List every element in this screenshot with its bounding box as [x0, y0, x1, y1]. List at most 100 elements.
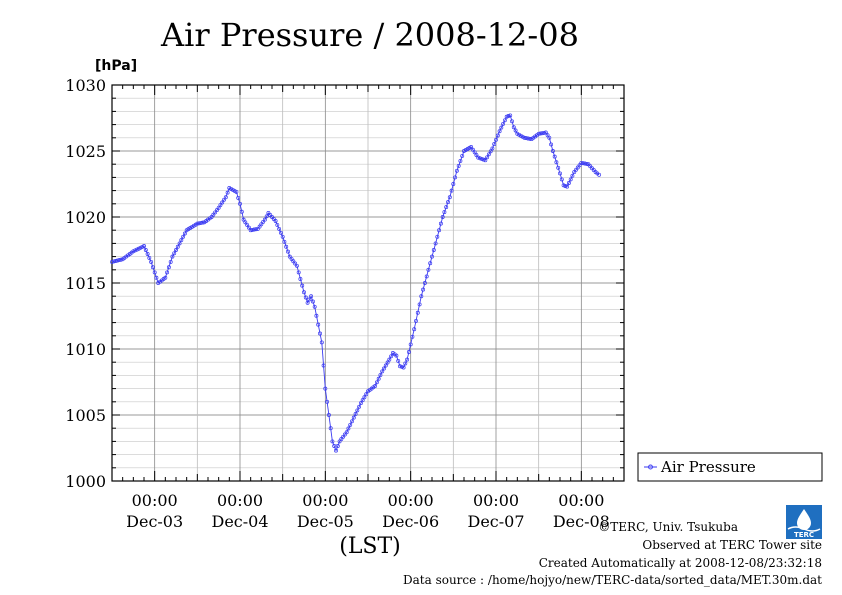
data-point-marker: [147, 255, 152, 260]
data-point-marker: [318, 331, 322, 336]
data-point-marker: [246, 225, 251, 230]
data-point-marker: [275, 222, 280, 227]
data-point-marker: [394, 353, 399, 358]
data-point-marker: [422, 281, 427, 285]
data-point-marker: [424, 274, 429, 279]
data-point-marker: [524, 136, 529, 141]
data-point-marker: [174, 248, 178, 252]
data-point-marker: [303, 295, 308, 300]
x-tick-date-label: Dec-08: [553, 512, 610, 531]
data-point-marker: [111, 259, 116, 264]
data-point-marker: [198, 220, 203, 225]
data-point-marker: [403, 361, 408, 366]
data-point-marker: [195, 221, 200, 226]
y-tick-label: 1030: [65, 76, 106, 95]
data-point-marker: [558, 171, 562, 176]
data-point-marker: [440, 215, 445, 219]
data-point-marker: [298, 277, 303, 281]
data-point-marker: [314, 313, 319, 318]
data-point-marker: [262, 217, 267, 222]
data-point-marker: [172, 251, 177, 256]
data-point-marker: [581, 161, 586, 166]
data-point-marker: [280, 234, 285, 239]
data-point-marker: [566, 181, 571, 185]
data-point-marker: [312, 304, 317, 309]
data-point-marker: [451, 182, 456, 186]
data-point-marker: [584, 161, 589, 166]
data-point-marker: [426, 267, 431, 272]
data-point-marker: [133, 248, 138, 253]
data-point-marker: [149, 259, 154, 264]
legend: Air Pressure: [637, 452, 823, 482]
observed-site-text: Observed at TERC Tower site: [642, 538, 822, 552]
x-tick-date-label: Dec-07: [467, 512, 524, 531]
x-tick-date-label: Dec-06: [382, 512, 439, 531]
data-point-marker: [115, 258, 120, 263]
terc-logo: TERC: [786, 505, 822, 539]
data-point-marker: [182, 231, 187, 236]
data-point-marker: [460, 153, 465, 158]
data-point-marker: [175, 244, 180, 249]
data-point-marker: [335, 444, 340, 448]
logo-text: TERC: [794, 531, 814, 539]
data-point-marker: [383, 363, 388, 368]
copyright-text: ©TERC, Univ. Tsukuba: [598, 520, 738, 534]
data-point-marker: [488, 149, 493, 154]
data-point-marker: [438, 221, 443, 226]
data-point-marker: [380, 369, 385, 374]
data-point-marker: [364, 392, 369, 397]
y-axis-ticks: 1000 1005 1010 1015 1020 1025 1030: [65, 76, 624, 491]
data-point-marker: [542, 130, 546, 135]
data-point-marker: [346, 426, 351, 431]
data-point-marker: [259, 222, 264, 227]
data-point-marker: [486, 152, 491, 157]
x-tick-time-label: 00:00: [388, 491, 434, 510]
data-point-marker: [110, 259, 114, 264]
y-axis-unit-label: [hPa]: [95, 58, 137, 74]
data-point-marker: [453, 175, 458, 180]
chart-title: Air Pressure / 2008-12-08: [160, 16, 579, 54]
data-point-marker: [417, 302, 422, 307]
data-point-marker: [316, 322, 321, 327]
data-point-marker: [446, 200, 450, 205]
data-point-marker: [319, 340, 324, 345]
data-point-marker: [307, 297, 312, 302]
series-air-pressure: [110, 113, 602, 453]
y-tick-label: 1010: [65, 340, 106, 359]
data-point-marker: [568, 177, 573, 182]
y-tick-label: 1020: [65, 208, 106, 227]
data-point-marker: [410, 334, 415, 339]
data-point-marker: [334, 448, 338, 453]
data-point-marker: [362, 395, 367, 400]
data-point-marker: [470, 147, 475, 152]
data-point-marker: [143, 248, 148, 252]
data-point-marker: [351, 415, 356, 420]
data-point-marker: [552, 154, 557, 159]
data-point-marker: [398, 364, 402, 369]
data-point-marker: [145, 252, 150, 256]
data-point-marker: [245, 222, 250, 227]
x-tick-time-label: 00:00: [302, 491, 348, 510]
data-point-marker: [556, 165, 561, 170]
data-point-marker: [597, 172, 602, 177]
data-point-marker: [113, 259, 118, 263]
data-point-marker: [234, 189, 239, 194]
data-point-marker: [360, 398, 365, 403]
data-point-marker: [428, 261, 433, 266]
data-point-marker: [225, 190, 230, 195]
data-point-marker: [399, 364, 404, 369]
data-point-marker: [309, 294, 314, 299]
data-point-marker: [481, 157, 486, 162]
data-point-marker: [252, 227, 257, 232]
data-point-marker: [406, 350, 411, 354]
data-point-marker: [415, 310, 420, 315]
data-point-marker: [483, 158, 488, 163]
data-point-marker: [382, 366, 386, 371]
data-point-marker: [150, 265, 155, 270]
data-point-marker: [286, 249, 290, 254]
data-point-marker: [554, 160, 559, 165]
data-point-marker: [373, 384, 378, 388]
data-point-marker: [142, 244, 146, 248]
data-point-marker: [414, 318, 418, 323]
